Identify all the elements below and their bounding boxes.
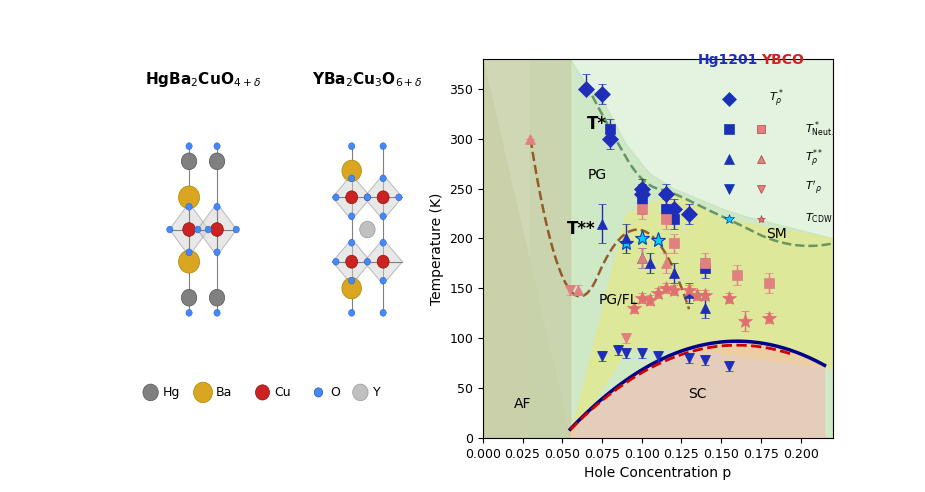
Circle shape: [342, 160, 362, 182]
Polygon shape: [169, 203, 209, 256]
Circle shape: [186, 203, 192, 210]
Circle shape: [342, 277, 362, 299]
Circle shape: [380, 213, 387, 219]
Polygon shape: [332, 175, 371, 220]
Text: PG: PG: [587, 168, 607, 182]
Circle shape: [186, 143, 192, 150]
Text: T*: T*: [587, 115, 607, 133]
Circle shape: [255, 385, 269, 400]
Text: $T^*_\rho$: $T^*_\rho$: [769, 88, 783, 110]
Text: SC: SC: [688, 387, 707, 401]
Circle shape: [377, 191, 389, 204]
Circle shape: [209, 289, 225, 306]
Y-axis label: Temperature (K): Temperature (K): [429, 192, 444, 305]
Circle shape: [352, 384, 368, 401]
Circle shape: [183, 223, 195, 236]
Text: $T_{\rm CDW}$: $T_{\rm CDW}$: [806, 212, 833, 225]
Circle shape: [233, 226, 240, 233]
Circle shape: [214, 249, 220, 256]
Circle shape: [380, 240, 387, 246]
Polygon shape: [483, 59, 570, 438]
Text: O: O: [331, 386, 340, 399]
Circle shape: [364, 258, 371, 265]
Polygon shape: [570, 341, 824, 438]
Circle shape: [396, 194, 402, 201]
Circle shape: [181, 153, 197, 170]
Circle shape: [346, 191, 358, 204]
Circle shape: [349, 240, 355, 246]
Circle shape: [181, 289, 197, 306]
Text: Cu: Cu: [275, 386, 291, 399]
Circle shape: [179, 250, 200, 273]
Circle shape: [186, 309, 192, 316]
Circle shape: [333, 258, 339, 265]
Circle shape: [349, 309, 355, 316]
Circle shape: [360, 221, 376, 238]
Circle shape: [211, 223, 223, 236]
Polygon shape: [483, 59, 570, 438]
Polygon shape: [332, 239, 371, 284]
Polygon shape: [483, 59, 832, 438]
Circle shape: [380, 277, 387, 284]
Text: $T^*_{\rm Neut.}$: $T^*_{\rm Neut.}$: [806, 119, 834, 139]
Circle shape: [194, 226, 201, 233]
Circle shape: [209, 153, 225, 170]
Circle shape: [333, 194, 339, 201]
Text: SM: SM: [767, 227, 787, 242]
Circle shape: [193, 382, 213, 402]
Circle shape: [349, 277, 355, 284]
Circle shape: [364, 194, 371, 201]
Circle shape: [364, 194, 371, 201]
Circle shape: [349, 175, 355, 182]
Circle shape: [205, 226, 212, 233]
Text: Hg1201: Hg1201: [697, 53, 758, 67]
Text: $T^{**}_\rho$: $T^{**}_\rho$: [806, 148, 824, 170]
Circle shape: [346, 255, 358, 268]
Circle shape: [214, 143, 220, 150]
Text: $T'_\rho$: $T'_\rho$: [806, 180, 822, 197]
Text: Hg: Hg: [163, 386, 180, 399]
Circle shape: [349, 213, 355, 219]
X-axis label: Hole Concentration p: Hole Concentration p: [584, 466, 732, 480]
Circle shape: [166, 226, 173, 233]
Text: YBa$_2$Cu$_3$O$_{6+\delta}$: YBa$_2$Cu$_3$O$_{6+\delta}$: [312, 70, 423, 89]
Polygon shape: [197, 203, 237, 256]
Text: Y: Y: [373, 386, 380, 399]
Text: T**: T**: [567, 219, 596, 238]
Text: Ba: Ba: [216, 386, 231, 399]
Circle shape: [380, 143, 387, 150]
Text: YBCO: YBCO: [761, 53, 804, 67]
Circle shape: [214, 309, 220, 316]
Polygon shape: [364, 239, 402, 284]
Text: AF: AF: [513, 397, 531, 411]
Circle shape: [214, 203, 220, 210]
Circle shape: [349, 143, 355, 150]
Circle shape: [186, 249, 192, 256]
Circle shape: [380, 309, 387, 316]
Circle shape: [380, 175, 387, 182]
Circle shape: [377, 255, 389, 268]
Circle shape: [142, 384, 158, 401]
Circle shape: [179, 186, 200, 209]
Circle shape: [314, 388, 323, 397]
Polygon shape: [364, 175, 402, 220]
Text: HgBa$_2$CuO$_{4+\delta}$: HgBa$_2$CuO$_{4+\delta}$: [145, 70, 261, 90]
Text: PG/FL: PG/FL: [598, 292, 637, 307]
